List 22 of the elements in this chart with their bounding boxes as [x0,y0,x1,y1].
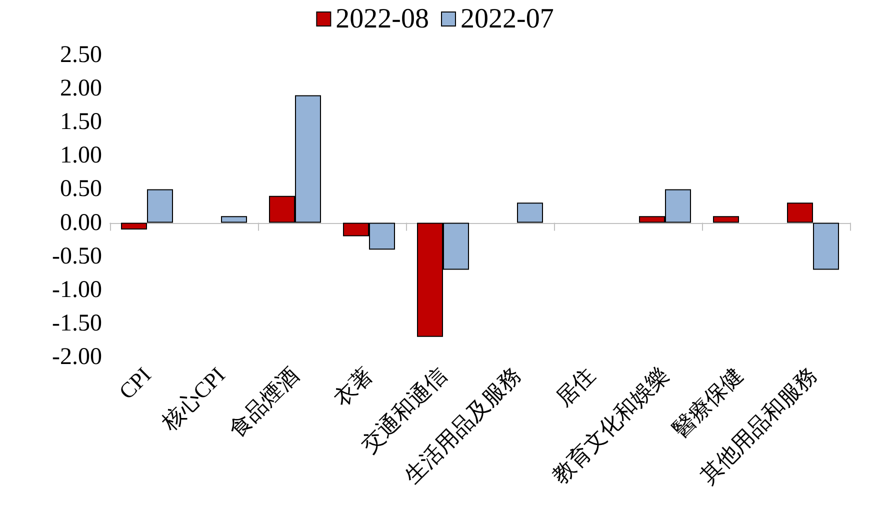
y-tick-label: 0.00 [60,210,102,236]
bar [517,202,543,223]
y-tick-label: -1.00 [52,276,102,303]
y-tick-label: -1.50 [52,310,102,336]
x-tick-label: 衣著 [329,362,378,411]
bar [713,216,739,223]
bar [147,189,173,223]
x-tick-label: 居住 [551,362,600,411]
y-tick-label: -0.50 [52,243,102,270]
y-tick-label: 2.50 [60,42,102,68]
y-tick-label: -2.00 [52,344,102,370]
legend-label: 2022-07 [460,4,554,34]
legend-label: 2022-08 [336,4,430,34]
x-tick-label: CPI [114,362,156,404]
y-tick-label: 2.00 [60,76,102,102]
y-tick-label: 1.00 [60,142,102,169]
bar [813,222,839,270]
y-tick-label: 0.50 [60,176,102,202]
bar [221,216,247,223]
bar [121,222,147,230]
y-tick-label: 1.50 [60,109,102,136]
bar [787,202,813,223]
